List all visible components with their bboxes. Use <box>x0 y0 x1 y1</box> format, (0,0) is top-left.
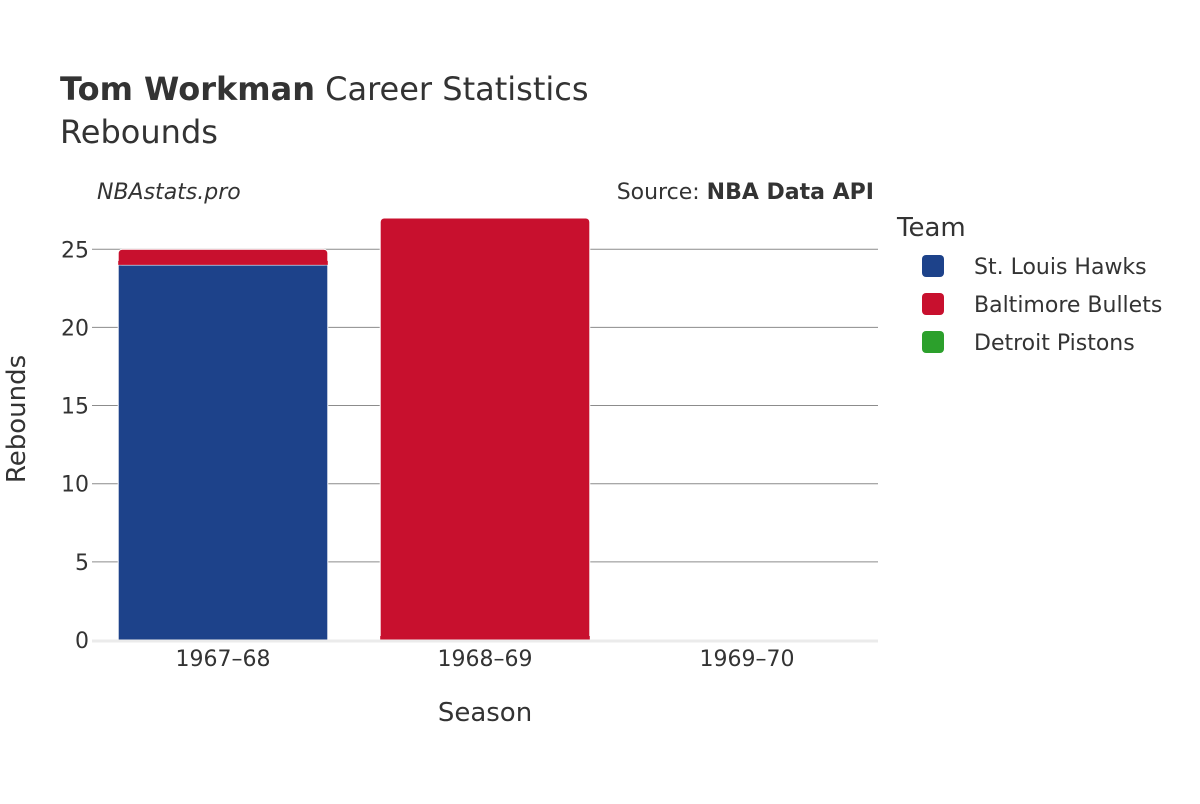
chart-title: Tom Workman Career Statistics <box>60 70 589 108</box>
legend-item-label[interactable]: St. Louis Hawks <box>974 255 1147 280</box>
bar-segment-base <box>118 260 328 265</box>
y-tick-label: 10 <box>61 473 89 498</box>
x-axis-title: Season <box>438 698 532 728</box>
bar-segment-baltimore-bullets[interactable] <box>379 217 591 641</box>
legend: Team St. Louis Hawks Baltimore Bullets Det… <box>896 213 1162 356</box>
x-tick-label: 1968–69 <box>438 647 533 672</box>
legend-swatch[interactable] <box>922 293 944 315</box>
chart-subtitle: Rebounds <box>60 113 218 151</box>
watermark-text: NBAstats.pro <box>97 180 241 205</box>
y-tick-label: 20 <box>61 316 89 341</box>
y-tick-label: 5 <box>75 551 89 576</box>
y-axis-title: Rebounds <box>2 355 32 483</box>
axes: 0 5 10 15 20 25 1967–68 1968–69 1969–70 <box>61 238 878 672</box>
legend-swatch[interactable] <box>922 255 944 277</box>
source-prefix: Source: <box>617 180 707 205</box>
bars <box>117 217 591 641</box>
x-tick-label: 1967–68 <box>176 647 271 672</box>
chart-title-rest: Career Statistics <box>315 70 589 108</box>
legend-item-label[interactable]: Baltimore Bullets <box>974 293 1162 318</box>
y-tick-label: 25 <box>61 238 89 263</box>
chart-title-name: Tom Workman <box>60 70 315 108</box>
legend-item-label[interactable]: Detroit Pistons <box>974 331 1135 356</box>
bar-segment-st-louis-hawks[interactable] <box>117 264 329 641</box>
bar-segment-base <box>380 636 590 640</box>
y-tick-label: 15 <box>61 395 89 420</box>
legend-title: Team <box>896 213 966 243</box>
source-name: NBA Data API <box>707 180 874 205</box>
x-tick-label: 1969–70 <box>700 647 795 672</box>
legend-swatch[interactable] <box>922 331 944 353</box>
source-text: Source: NBA Data API <box>617 180 874 205</box>
y-tick-label: 0 <box>75 629 89 654</box>
